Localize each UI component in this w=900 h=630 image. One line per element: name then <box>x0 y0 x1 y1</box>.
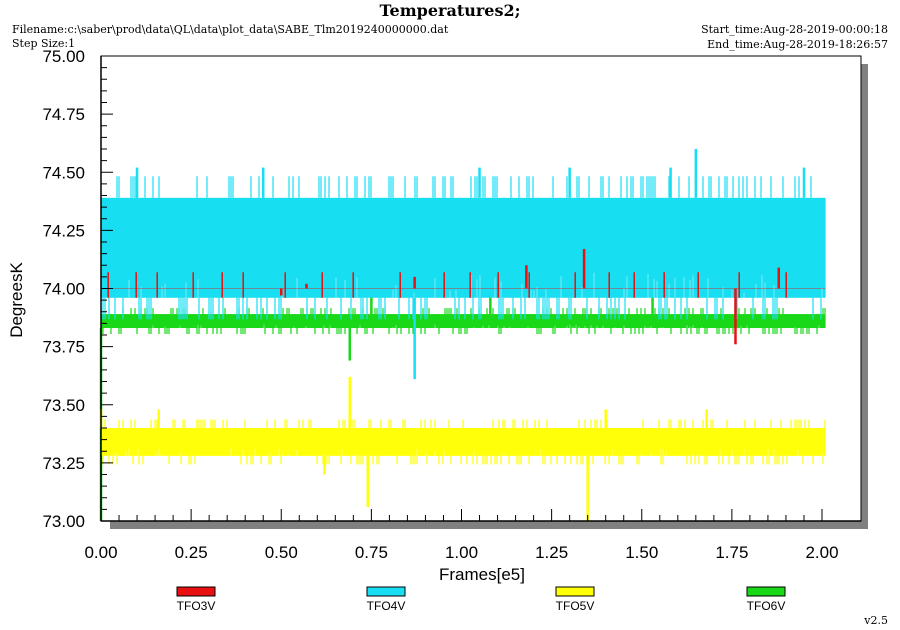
legend-label: TFO5V <box>556 599 595 613</box>
y-tick-label: 73.75 <box>42 338 85 357</box>
y-tick-label: 73.50 <box>42 396 85 415</box>
legend-item-tfo4v: TFO4V <box>366 586 406 613</box>
legend-swatch <box>366 586 406 597</box>
series-texture-tfo4v <box>128 272 823 298</box>
series-texture-tfo5v <box>107 449 823 456</box>
x-tick-label: 1.50 <box>625 543 658 562</box>
filename-label: Filename:c:\saber\prod\data\QL\data\plot… <box>12 23 449 36</box>
step-size-label: Step Size:1 <box>12 37 76 50</box>
legend-label: TFO6V <box>747 599 786 613</box>
series-tfo5v <box>99 376 826 521</box>
x-tick-label: 1.00 <box>445 543 478 562</box>
start-time-label: Start_time:Aug-28-2019-00:00:18 <box>701 23 888 36</box>
legend-label: TFO4V <box>367 599 406 613</box>
x-tick-label: 0.75 <box>355 543 388 562</box>
series-noise-tfo3v <box>107 272 787 298</box>
series-layer <box>99 149 826 521</box>
legend-swatch <box>176 586 216 597</box>
series-band-tfo5v <box>101 428 826 456</box>
legend-swatch <box>555 586 595 597</box>
y-tick-label: 74.00 <box>42 280 85 299</box>
x-axis-label: Frames[e5] <box>439 565 525 584</box>
series-texture-tfo6v <box>152 324 820 328</box>
legend-swatch <box>746 586 786 597</box>
x-tick-label: 1.75 <box>715 543 748 562</box>
tick-layer <box>100 55 823 522</box>
y-axis-label: DegreesK <box>7 262 26 338</box>
y-tick-label: 75.00 <box>42 47 85 66</box>
chart-title: Temperatures2; <box>379 1 521 20</box>
series-tfo6v <box>99 262 826 521</box>
y-tick-label: 74.25 <box>42 221 85 240</box>
legend-item-tfo5v: TFO5V <box>555 586 595 613</box>
x-tick-label: 0.25 <box>175 543 208 562</box>
series-tfo3v <box>101 248 826 345</box>
x-tick-label: 0.50 <box>265 543 298 562</box>
y-tick-label: 74.50 <box>42 163 85 182</box>
series-band-tfo4v <box>101 197 826 298</box>
version-label: v2.5 <box>864 614 888 627</box>
series-band-tfo6v <box>101 314 826 329</box>
y-tick-label: 73.25 <box>42 454 85 473</box>
y-tick-label: 73.00 <box>42 512 85 531</box>
legend-item-tfo3v: TFO3V <box>176 586 216 613</box>
legend-label: TFO3V <box>177 599 216 613</box>
y-tick-label: 74.75 <box>42 105 85 124</box>
series-noise-tfo4v <box>102 176 822 320</box>
x-tick-label: 1.25 <box>535 543 568 562</box>
legend-item-tfo6v: TFO6V <box>746 586 786 613</box>
x-tick-label: 0.00 <box>84 543 117 562</box>
legend: TFO3V TFO4V TFO5V TFO6V <box>176 586 786 613</box>
tick-label-layer: 0.00 0.25 0.50 0.75 1.00 1.25 1.50 1.75 2.00 73.0… <box>42 47 838 562</box>
end-time-label: End_time:Aug-28-2019-18:26:57 <box>707 38 888 51</box>
x-tick-label: 2.00 <box>805 543 838 562</box>
